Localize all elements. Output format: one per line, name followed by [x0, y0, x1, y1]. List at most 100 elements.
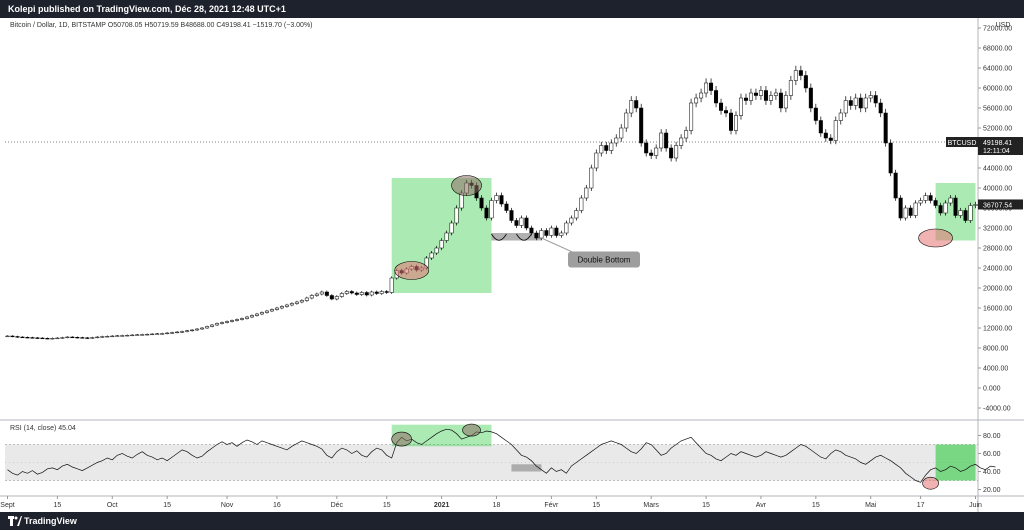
candle-body — [80, 337, 85, 339]
btcusd-tag-label: BTCUSD — [948, 140, 977, 147]
candle-body — [898, 197, 903, 219]
candle-body — [205, 326, 210, 329]
btcusd-tag — [946, 137, 978, 148]
candle-body — [85, 337, 90, 339]
price-tick-label: 72000.00 — [983, 26, 1012, 33]
time-tick-label: 16 — [273, 502, 281, 509]
candle-body — [943, 202, 948, 214]
candle-body — [524, 217, 529, 229]
candle-body — [279, 306, 284, 309]
candle-body — [828, 137, 833, 141]
candle-body — [694, 97, 699, 104]
candle-body — [299, 300, 304, 303]
time-tick-label: 15 — [812, 502, 820, 509]
callout-text: Double Bottom — [578, 256, 631, 265]
time-tick-label: 17 — [917, 502, 925, 509]
candle-body — [210, 324, 215, 327]
candle-body — [639, 107, 644, 144]
candle-body — [838, 112, 843, 121]
price-tick-label: 24000.00 — [983, 266, 1012, 273]
candle-body — [719, 102, 724, 111]
candle-body — [709, 82, 714, 91]
candle-body — [534, 232, 539, 239]
candle-body — [155, 333, 160, 335]
candle-body — [813, 107, 818, 121]
candle-body — [284, 304, 289, 307]
candle-body — [923, 195, 928, 201]
rsi-line — [7, 428, 996, 483]
candle-body — [444, 232, 449, 241]
candle-body — [15, 336, 20, 338]
candle-body — [674, 145, 679, 159]
rsi-tick-label: 60.00 — [983, 451, 1001, 458]
price-tick-label: 8000.00 — [983, 346, 1008, 353]
candle-body — [269, 309, 274, 312]
rsi-tick-label: 20.00 — [983, 487, 1001, 494]
current-price-tag — [978, 199, 1023, 210]
candle-body — [808, 87, 813, 109]
candle-body — [369, 291, 374, 296]
candle-body — [70, 336, 75, 339]
price-tick-label: 60000.00 — [983, 86, 1012, 93]
candle-body — [873, 95, 878, 104]
candle-body — [798, 70, 803, 76]
candle-body — [544, 230, 549, 236]
time-tick-label: 2021 — [434, 502, 450, 509]
candle-body — [778, 92, 783, 109]
rsi-tick-label: 40.00 — [983, 469, 1001, 476]
candle-body — [40, 337, 45, 340]
callout-box — [568, 251, 640, 268]
candle-body — [349, 291, 354, 294]
candle-body — [150, 333, 155, 336]
candle-body — [160, 333, 165, 335]
candle-body — [180, 331, 185, 333]
candle-body — [594, 152, 599, 169]
candle-body — [344, 291, 349, 294]
candle-body — [329, 295, 334, 300]
candle-body — [499, 195, 504, 205]
price-tick-label: 4000.00 — [983, 366, 1008, 373]
candle-body — [429, 252, 434, 259]
candle-body — [753, 92, 758, 96]
candle-body — [339, 293, 344, 297]
breakout-circle — [394, 261, 429, 280]
candle-body — [729, 112, 734, 131]
candle-body — [888, 142, 893, 174]
candle-body — [953, 197, 958, 216]
candle-body — [564, 222, 569, 234]
candle-body — [793, 70, 798, 81]
candle-body — [75, 337, 80, 339]
time-tick-label: Mai — [865, 502, 877, 509]
candle-body — [684, 130, 689, 139]
candle-body — [893, 172, 898, 199]
price-tick-label: 40000.00 — [983, 186, 1012, 193]
candle-body — [758, 90, 763, 96]
time-tick-label: Déc — [331, 502, 344, 509]
candle-body — [245, 316, 249, 319]
candle-body — [294, 301, 299, 304]
candle-body — [259, 312, 264, 315]
candle-body — [354, 292, 359, 295]
candle-body — [858, 97, 863, 109]
candle-body — [589, 167, 594, 189]
publisher-line: Kolepi published on TradingView.com, Déc… — [8, 4, 286, 14]
candle-body — [768, 95, 773, 101]
candle-body — [379, 291, 384, 294]
currency-label: USD — [996, 22, 1011, 29]
candle-body — [230, 320, 235, 322]
candle-body — [25, 337, 30, 339]
footer-bar: TradingView — [0, 512, 1024, 530]
candle-body — [619, 127, 624, 139]
candle-body — [359, 292, 364, 295]
candle-body — [65, 336, 70, 339]
candle-body — [549, 227, 554, 236]
publisher-bar: Kolepi published on TradingView.com, Déc… — [0, 0, 1024, 18]
candle-body — [509, 210, 514, 221]
rsi-tick-label: 80.00 — [983, 433, 1001, 440]
candle-body — [334, 296, 339, 300]
price-tick-label: -4000.00 — [983, 406, 1011, 413]
time-tick-label: 15 — [163, 502, 171, 509]
last-price-countdown: 12:11:04 — [983, 148, 1010, 155]
candle-body — [519, 217, 524, 226]
